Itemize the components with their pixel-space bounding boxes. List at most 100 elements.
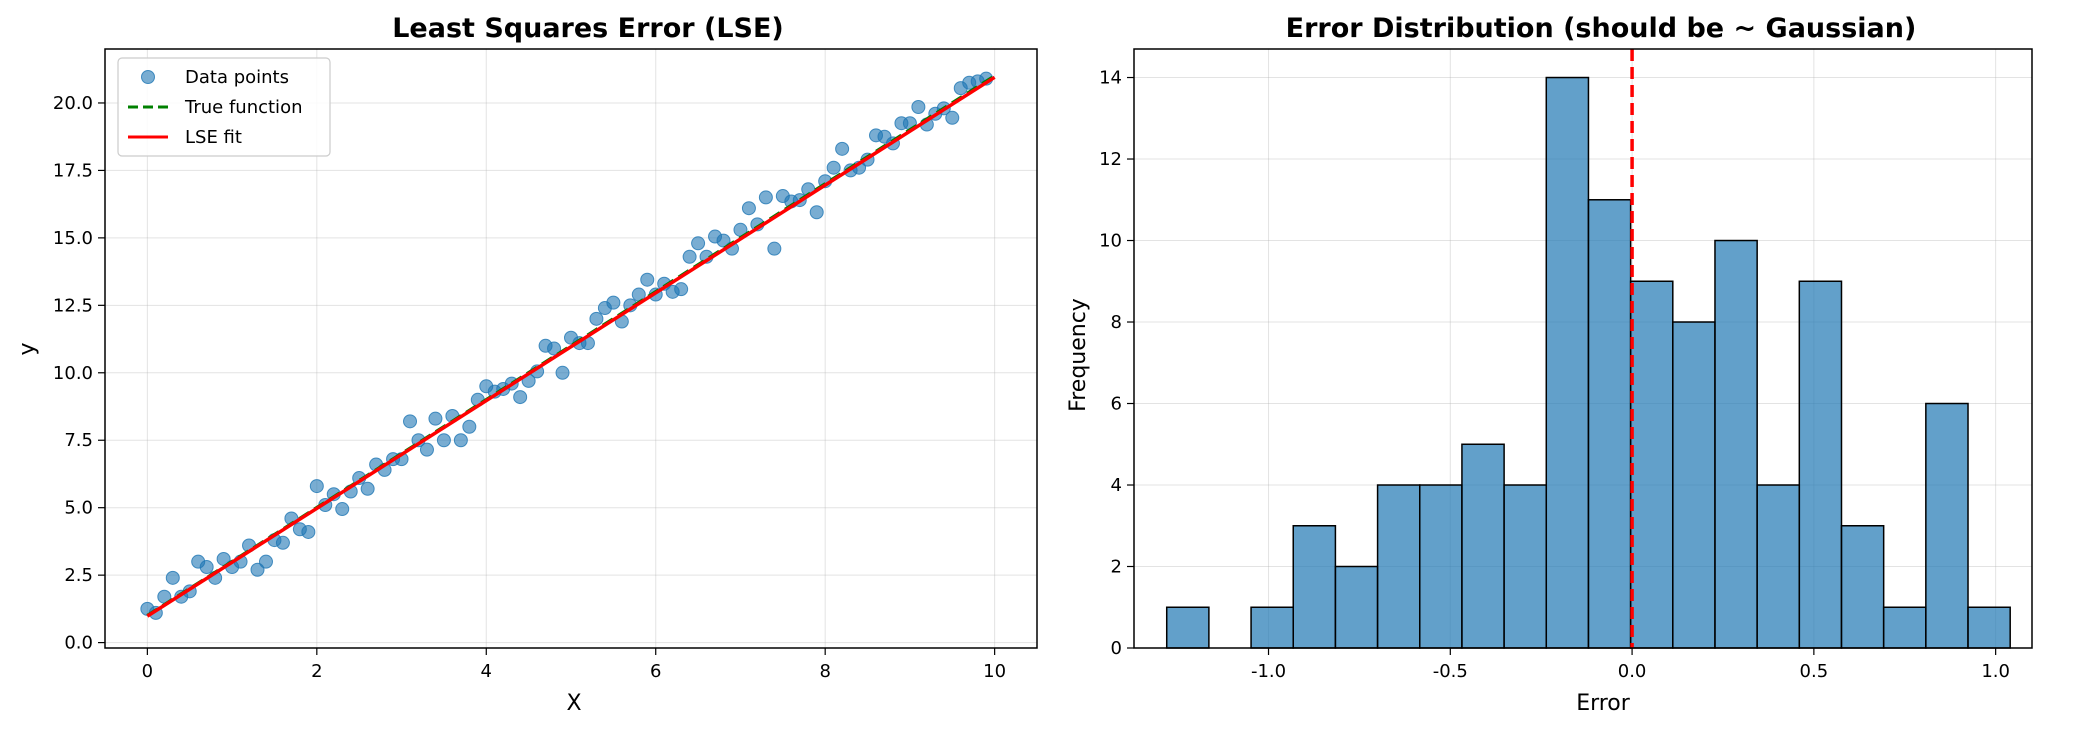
histogram-bar <box>1461 443 1505 649</box>
data-point <box>462 419 477 434</box>
lse-chart-title: Least Squares Error (LSE) <box>392 13 784 44</box>
legend-label-lse-fit: LSE fit <box>185 127 242 148</box>
data-point <box>360 481 375 496</box>
data-point <box>682 249 697 264</box>
y-tick-label: 14 <box>1099 68 1122 89</box>
histogram-bar <box>1967 606 2011 649</box>
y-tick-label: 12.5 <box>53 295 93 316</box>
histogram-y-axis-ticks: 0 2 4 6 8 10 12 14 <box>1099 68 1134 659</box>
lse-grid <box>105 49 1037 648</box>
data-point <box>589 311 604 326</box>
histogram-bar <box>1756 484 1801 649</box>
data-point <box>165 570 180 585</box>
histogram-bar <box>1587 199 1632 649</box>
data-point <box>674 282 689 297</box>
x-tick-label: 0.5 <box>1800 661 1829 682</box>
data-point <box>606 295 621 310</box>
y-tick-label: 12 <box>1099 149 1122 170</box>
histogram-bar <box>1840 525 1885 649</box>
data-point <box>275 535 290 550</box>
y-tick-label: 2 <box>1111 557 1122 578</box>
y-tick-label: 10 <box>1099 231 1122 252</box>
data-point <box>250 562 265 577</box>
data-point <box>547 341 562 356</box>
lse-fit-line <box>146 75 996 618</box>
lse-scatter-chart: Least Squares Error (LSE) 0 2 4 6 8 10 0.0 2.5… <box>15 13 1038 716</box>
data-point <box>826 160 841 175</box>
x-tick-label: 0.0 <box>1618 661 1647 682</box>
histogram-bar <box>1882 606 1927 649</box>
y-tick-label: 7.5 <box>64 430 93 451</box>
data-point <box>403 414 418 429</box>
data-point <box>767 241 782 256</box>
data-point <box>758 190 773 205</box>
histogram-bar <box>1165 606 1210 649</box>
y-tick-label: 5.0 <box>64 498 93 519</box>
data-point <box>258 554 273 569</box>
x-tick-label: 4 <box>481 661 492 682</box>
data-point <box>555 365 570 380</box>
error-histogram-chart: Error Distribution (should be ~ Gaussian… <box>1066 13 2033 716</box>
data-point <box>453 433 468 448</box>
histogram-bars <box>1165 76 2011 649</box>
histogram-bar <box>1798 280 1843 649</box>
lse-y-axis-ticks: 0.0 2.5 5.0 7.5 10.0 12.5 15.0 17.5 20.0 <box>53 93 105 654</box>
data-point <box>199 560 214 575</box>
x-tick-label: 6 <box>650 661 661 682</box>
data-point <box>741 201 756 216</box>
data-point <box>716 233 731 248</box>
lse-lines <box>146 74 996 618</box>
histogram-bar <box>1672 321 1716 649</box>
histogram-bar <box>1376 484 1421 649</box>
data-point <box>436 433 451 448</box>
data-point <box>513 390 528 405</box>
histogram-bar <box>1545 76 1590 649</box>
x-tick-label: 8 <box>819 661 830 682</box>
legend-label-true-function: True function <box>184 97 302 118</box>
y-tick-label: 6 <box>1111 394 1122 415</box>
data-point <box>419 442 434 457</box>
x-tick-label: -1.0 <box>1251 661 1286 682</box>
y-tick-label: 15.0 <box>53 228 93 249</box>
histogram-bar <box>1250 606 1294 649</box>
y-tick-label: 2.5 <box>64 565 93 586</box>
x-tick-label: 10 <box>983 661 1006 682</box>
lse-legend: Data points True function LSE fit <box>117 57 331 157</box>
data-point <box>428 411 443 426</box>
y-tick-label: 4 <box>1111 475 1122 496</box>
data-point <box>309 479 324 494</box>
x-tick-label: -0.5 <box>1433 661 1468 682</box>
legend-marker-data-points <box>141 70 155 84</box>
data-point <box>945 110 960 125</box>
histogram-bar <box>1925 402 1969 649</box>
data-point <box>301 524 316 539</box>
histogram-bar <box>1334 565 1379 649</box>
histogram-plot-frame <box>1133 48 2033 649</box>
data-point <box>640 272 655 287</box>
histogram-x-axis-label: Error <box>1576 691 1631 716</box>
x-tick-label: 0 <box>142 661 153 682</box>
histogram-bar <box>1503 484 1548 649</box>
y-tick-label: 0 <box>1111 638 1122 659</box>
lse-x-axis-ticks: 0 2 4 6 8 10 <box>142 648 1006 682</box>
data-point <box>835 141 850 156</box>
histogram-bar <box>1419 484 1463 649</box>
legend-label-data-points: Data points <box>185 67 289 88</box>
lse-plot-frame <box>104 48 1038 649</box>
y-tick-label: 8 <box>1111 312 1122 333</box>
y-tick-label: 0.0 <box>64 633 93 654</box>
y-tick-label: 17.5 <box>53 160 93 181</box>
data-point <box>809 205 824 220</box>
x-tick-label: 1.0 <box>1981 661 2010 682</box>
y-tick-label: 20.0 <box>53 93 93 114</box>
y-tick-label: 10.0 <box>53 363 93 384</box>
histogram-bar <box>1714 239 1758 649</box>
histogram-bar <box>1292 525 1337 649</box>
data-point <box>691 236 706 251</box>
data-point <box>335 502 350 517</box>
x-tick-label: 2 <box>311 661 322 682</box>
histogram-x-axis-ticks: -1.0 -0.5 0.0 0.5 1.0 <box>1251 648 2010 682</box>
histogram-bar <box>1629 280 1674 649</box>
lse-x-axis-label: X <box>566 691 581 716</box>
